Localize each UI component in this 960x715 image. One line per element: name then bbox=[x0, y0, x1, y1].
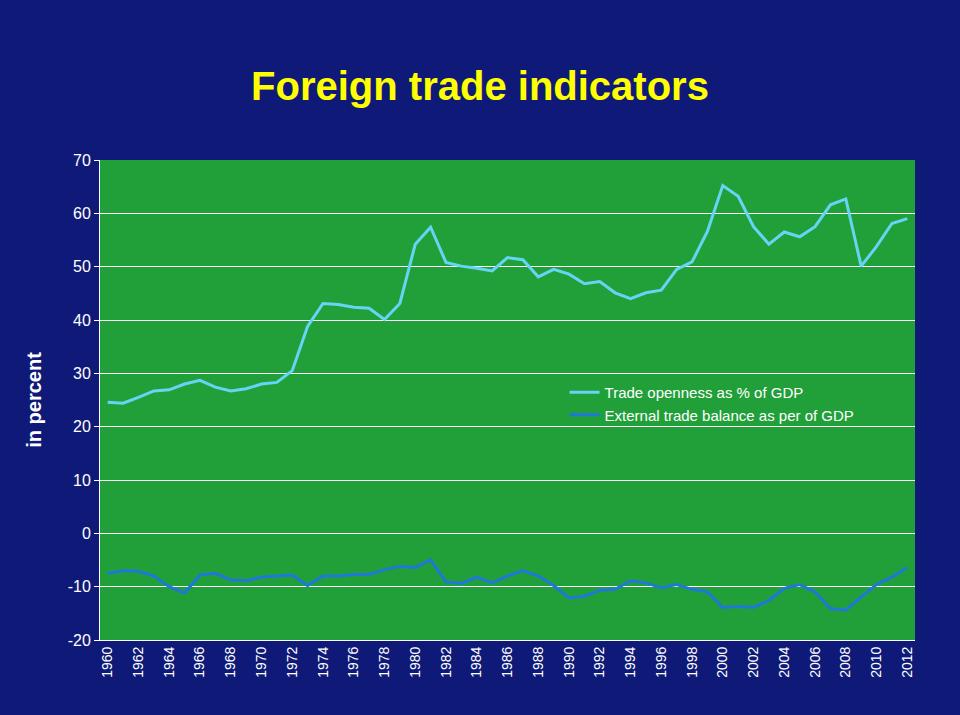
svg-text:1960: 1960 bbox=[99, 646, 115, 677]
svg-text:1986: 1986 bbox=[499, 646, 515, 677]
svg-text:1962: 1962 bbox=[130, 646, 146, 677]
svg-text:1964: 1964 bbox=[161, 646, 177, 677]
svg-text:40: 40 bbox=[73, 312, 91, 329]
svg-text:2000: 2000 bbox=[714, 646, 730, 677]
svg-text:1984: 1984 bbox=[468, 646, 484, 677]
svg-text:-20: -20 bbox=[68, 632, 91, 649]
svg-text:1992: 1992 bbox=[591, 646, 607, 677]
svg-text:in percent: in percent bbox=[23, 352, 45, 448]
svg-text:70: 70 bbox=[73, 152, 91, 169]
svg-text:-10: -10 bbox=[68, 578, 91, 595]
svg-text:2004: 2004 bbox=[776, 646, 792, 677]
svg-text:1990: 1990 bbox=[561, 646, 577, 677]
svg-text:50: 50 bbox=[73, 258, 91, 275]
svg-text:External trade balance as per: External trade balance as per of GDP bbox=[605, 407, 854, 424]
svg-text:Foreign trade indicators: Foreign trade indicators bbox=[251, 64, 709, 108]
svg-text:1976: 1976 bbox=[345, 646, 361, 677]
svg-text:1982: 1982 bbox=[438, 646, 454, 677]
svg-text:1974: 1974 bbox=[315, 646, 331, 677]
svg-text:20: 20 bbox=[73, 418, 91, 435]
svg-text:1968: 1968 bbox=[222, 646, 238, 677]
svg-text:1988: 1988 bbox=[530, 646, 546, 677]
svg-text:1970: 1970 bbox=[253, 646, 269, 677]
svg-text:1966: 1966 bbox=[192, 646, 208, 677]
svg-text:2012: 2012 bbox=[899, 646, 915, 677]
svg-text:2010: 2010 bbox=[868, 646, 884, 677]
svg-text:30: 30 bbox=[73, 365, 91, 382]
svg-text:2008: 2008 bbox=[837, 646, 853, 677]
svg-text:2002: 2002 bbox=[745, 646, 761, 677]
svg-text:1994: 1994 bbox=[622, 646, 638, 677]
svg-text:60: 60 bbox=[73, 205, 91, 222]
svg-text:1998: 1998 bbox=[684, 646, 700, 677]
svg-text:1996: 1996 bbox=[653, 646, 669, 677]
svg-text:2006: 2006 bbox=[807, 646, 823, 677]
svg-text:Trade openness as % of GDP: Trade openness as % of GDP bbox=[605, 384, 804, 401]
svg-text:10: 10 bbox=[73, 472, 91, 489]
svg-text:0: 0 bbox=[82, 525, 91, 542]
svg-text:1972: 1972 bbox=[284, 646, 300, 677]
svg-text:1980: 1980 bbox=[407, 646, 423, 677]
svg-text:1978: 1978 bbox=[376, 646, 392, 677]
